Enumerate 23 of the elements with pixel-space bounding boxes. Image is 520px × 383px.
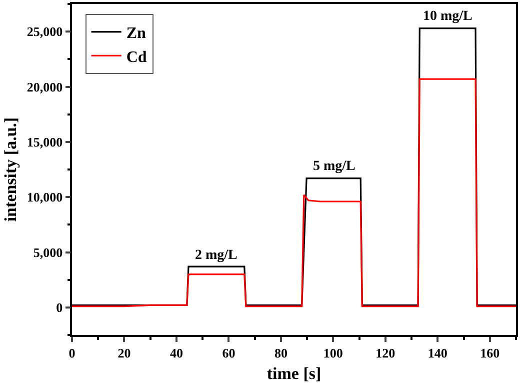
- x-tick-label: 80: [274, 345, 288, 360]
- annotation: 10 mg/L: [423, 9, 472, 24]
- x-tick-label: 60: [222, 345, 236, 360]
- line-series: [72, 78, 516, 308]
- y-tick-label: 10,000: [26, 190, 63, 205]
- legend-label: Cd: [126, 48, 147, 66]
- x-tick-label: 120: [376, 345, 396, 360]
- y-tick-label: 0: [56, 300, 63, 315]
- y-tick-label: 15,000: [26, 134, 63, 150]
- x-tick-label: 20: [118, 345, 131, 360]
- x-tick-label: 160: [480, 345, 500, 360]
- y-tick-label: 25,000: [26, 24, 63, 40]
- y-tick-label: 20,000: [26, 79, 63, 94]
- x-tick-label: 100: [323, 345, 343, 360]
- x-tick-label: 140: [428, 345, 448, 360]
- annotation: 2 mg/L: [195, 248, 238, 263]
- y-axis-title: intensity [a.u.]: [0, 117, 20, 222]
- x-tick-label: 40: [170, 345, 183, 360]
- x-axis-title: time [s]: [266, 364, 322, 383]
- annotation: 5 mg/L: [313, 159, 356, 174]
- legend-label: Zn: [126, 25, 146, 42]
- x-tick-label: 0: [68, 345, 76, 360]
- y-tick-label: 5,000: [33, 244, 63, 260]
